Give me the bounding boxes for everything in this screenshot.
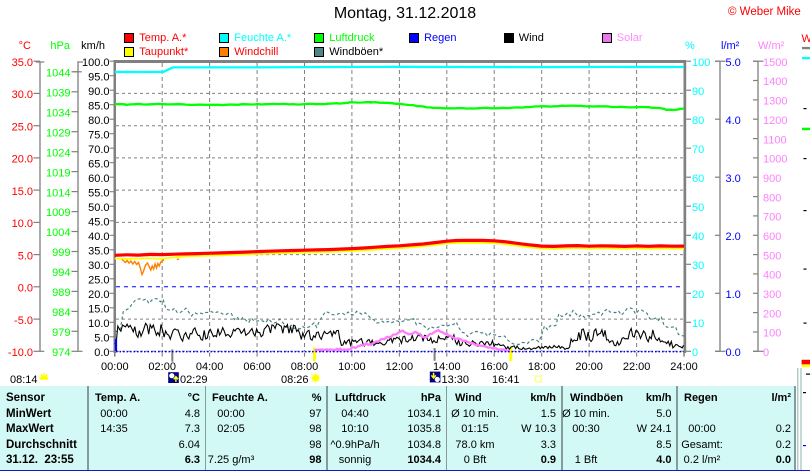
svg-text:1500: 1500 (763, 57, 787, 69)
svg-text:70: 70 (692, 144, 704, 156)
svg-text:800: 800 (763, 192, 781, 204)
svg-text:1019: 1019 (46, 167, 70, 179)
svg-text:55.0: 55.0 (88, 187, 109, 199)
svg-text:06:00: 06:00 (243, 361, 271, 373)
svg-text:974: 974 (52, 347, 70, 359)
svg-text:20: 20 (692, 289, 704, 301)
svg-text:100.0: 100.0 (82, 57, 110, 69)
svg-text:1100: 1100 (763, 134, 787, 146)
svg-text:200: 200 (763, 308, 781, 320)
svg-text:1400: 1400 (763, 76, 787, 88)
svg-text:0: 0 (692, 347, 698, 359)
svg-text:15.0: 15.0 (12, 186, 33, 198)
svg-text:30: 30 (692, 260, 704, 272)
svg-text:3.0: 3.0 (726, 173, 741, 185)
svg-text:20:00: 20:00 (575, 361, 603, 373)
svg-text:1300: 1300 (763, 96, 787, 108)
svg-text:1200: 1200 (763, 115, 787, 127)
svg-text:1000: 1000 (763, 154, 787, 166)
svg-text:W: W (802, 33, 810, 45)
svg-text:10.0: 10.0 (12, 218, 33, 230)
svg-text:90.0: 90.0 (88, 86, 109, 98)
svg-text:100: 100 (692, 57, 710, 69)
svg-text:24:00: 24:00 (670, 361, 698, 373)
svg-text:16:00: 16:00 (480, 361, 508, 373)
svg-text:1034: 1034 (46, 107, 70, 119)
svg-text:900: 900 (763, 173, 781, 185)
svg-text:80.0: 80.0 (88, 115, 109, 127)
svg-text:00:00: 00:00 (101, 361, 129, 373)
svg-text:02:00: 02:00 (148, 361, 176, 373)
svg-text:85.0: 85.0 (88, 100, 109, 112)
svg-text:30.0: 30.0 (88, 260, 109, 272)
svg-text:50.0: 50.0 (88, 202, 109, 214)
svg-text:994: 994 (52, 267, 70, 279)
svg-text:50: 50 (692, 202, 704, 214)
svg-text:15.0: 15.0 (88, 303, 109, 315)
svg-text:0: 0 (763, 347, 769, 359)
svg-text:1044: 1044 (46, 68, 70, 80)
svg-text:35.0: 35.0 (12, 57, 33, 69)
svg-text:65.0: 65.0 (88, 158, 109, 170)
svg-text:1014: 1014 (46, 187, 70, 199)
svg-text:22:00: 22:00 (623, 361, 651, 373)
svg-text:18:00: 18:00 (528, 361, 556, 373)
svg-text:0.0: 0.0 (726, 347, 741, 359)
svg-text:90: 90 (692, 86, 704, 98)
svg-text:04:00: 04:00 (196, 361, 224, 373)
svg-text:1024: 1024 (46, 147, 70, 159)
svg-text:25.0: 25.0 (12, 121, 33, 133)
svg-text:999: 999 (52, 247, 70, 259)
svg-text:500: 500 (763, 250, 781, 262)
svg-text:08:00: 08:00 (291, 361, 319, 373)
svg-text:40: 40 (692, 231, 704, 243)
svg-text:40.0: 40.0 (88, 231, 109, 243)
svg-text:20.0: 20.0 (88, 289, 109, 301)
svg-text:30.0: 30.0 (12, 89, 33, 101)
svg-text:5.0: 5.0 (94, 332, 109, 344)
svg-text:10: 10 (692, 318, 704, 330)
svg-text:5.0: 5.0 (726, 57, 741, 69)
svg-text:1039: 1039 (46, 88, 70, 100)
svg-text:2.0: 2.0 (726, 231, 741, 243)
svg-text:100: 100 (763, 328, 781, 340)
svg-text:95.0: 95.0 (88, 71, 109, 83)
svg-text:0.0: 0.0 (94, 347, 109, 359)
svg-text:5.0: 5.0 (18, 250, 33, 262)
svg-text:1004: 1004 (46, 227, 70, 239)
svg-text:20.0: 20.0 (12, 154, 33, 166)
svg-text:700: 700 (763, 212, 781, 224)
svg-text:45.0: 45.0 (88, 216, 109, 228)
svg-text:600: 600 (763, 231, 781, 243)
svg-text:1009: 1009 (46, 207, 70, 219)
svg-text:1.0: 1.0 (726, 289, 741, 301)
svg-text:1029: 1029 (46, 127, 70, 139)
svg-text:0.0: 0.0 (18, 283, 33, 295)
svg-text:979: 979 (52, 327, 70, 339)
svg-text:4.0: 4.0 (726, 115, 741, 127)
svg-text:60: 60 (692, 173, 704, 185)
svg-text:989: 989 (52, 287, 70, 299)
svg-text:25.0: 25.0 (88, 274, 109, 286)
svg-text:400: 400 (763, 270, 781, 282)
svg-text:10.0: 10.0 (88, 318, 109, 330)
svg-text:14:00: 14:00 (433, 361, 461, 373)
svg-text:300: 300 (763, 289, 781, 301)
svg-text:12:00: 12:00 (386, 361, 414, 373)
svg-text:984: 984 (52, 307, 70, 319)
svg-text:-5.0: -5.0 (14, 315, 33, 327)
svg-text:60.0: 60.0 (88, 173, 109, 185)
svg-text:80: 80 (692, 115, 704, 127)
svg-text:70.0: 70.0 (88, 144, 109, 156)
svg-text:75.0: 75.0 (88, 129, 109, 141)
svg-text:10:00: 10:00 (338, 361, 366, 373)
svg-text:35.0: 35.0 (88, 245, 109, 257)
svg-text:-10.0: -10.0 (8, 347, 33, 359)
